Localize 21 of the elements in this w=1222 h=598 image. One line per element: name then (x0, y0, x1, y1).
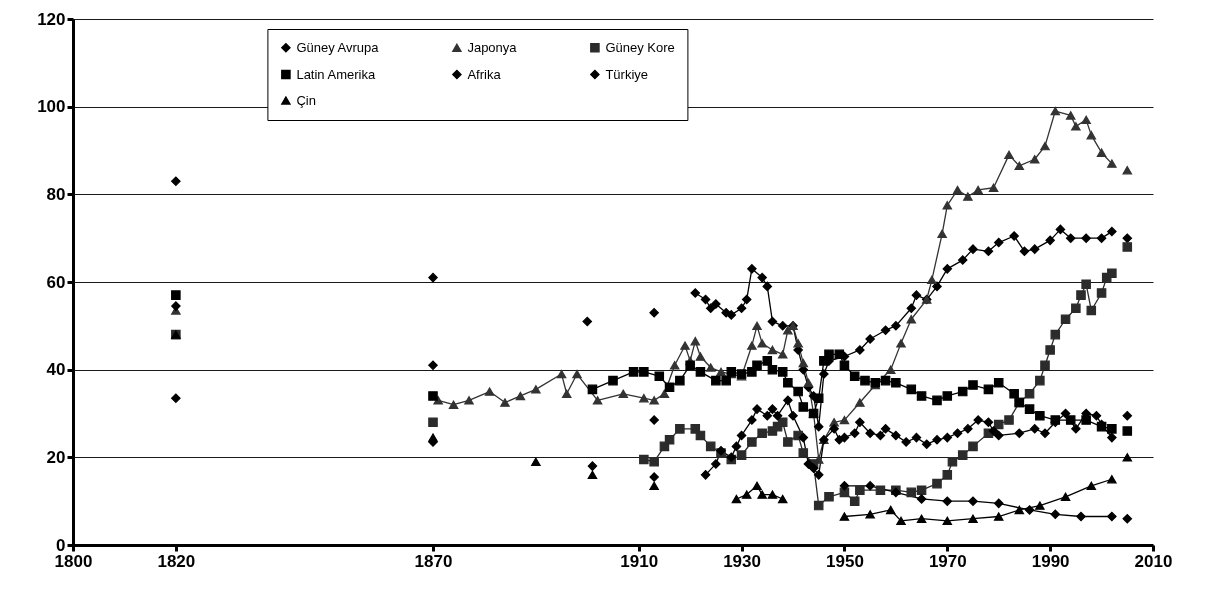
x-tick-label: 1990 (1031, 551, 1070, 571)
y-tick-label: 120 (37, 9, 66, 29)
y-tick-label: 80 (46, 184, 66, 204)
legend-label: Türkiye (605, 66, 649, 82)
legend-label: Güney Avrupa (296, 39, 380, 55)
legend-label: Afrika (467, 66, 502, 82)
x-tick-label: 1930 (723, 551, 761, 571)
legend-label: Japonya (467, 39, 518, 55)
y-tick-label: 40 (46, 360, 66, 380)
y-tick-label: 60 (46, 272, 66, 292)
x-tick-label: 1820 (157, 551, 196, 571)
x-tick-label: 1870 (414, 551, 453, 571)
x-tick-label: 1950 (826, 551, 864, 571)
legend-label: Güney Kore (605, 39, 675, 55)
y-tick-label: 20 (46, 447, 66, 467)
x-tick-label: 1910 (620, 551, 659, 571)
legend-label: Çin (296, 92, 316, 108)
legend-label: Latin Amerika (296, 66, 376, 82)
y-tick-label: 100 (37, 97, 66, 117)
x-tick-label: 2010 (1134, 551, 1173, 571)
x-tick-label: 1970 (928, 551, 967, 571)
